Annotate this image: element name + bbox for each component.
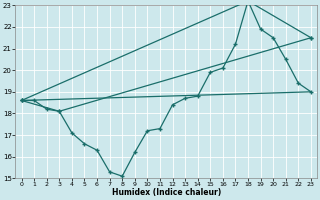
X-axis label: Humidex (Indice chaleur): Humidex (Indice chaleur) <box>112 188 221 197</box>
